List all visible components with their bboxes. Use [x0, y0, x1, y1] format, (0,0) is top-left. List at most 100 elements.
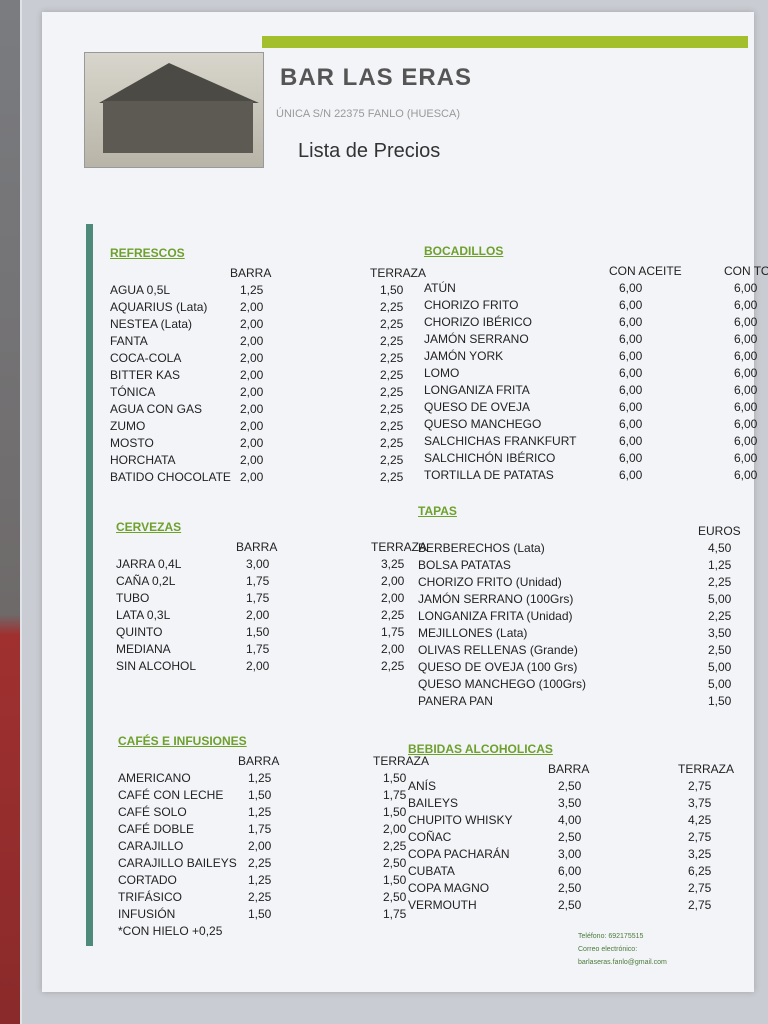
item-name: CORTADO [118, 873, 177, 887]
price-1: 2,00 [240, 300, 264, 314]
side-bar [86, 224, 93, 946]
column-header: BARRA [238, 754, 280, 768]
menu-item: *CON HIELO +0,25 [118, 924, 443, 941]
item-name: AMERICANO [118, 771, 191, 785]
price-1: 6,00 [619, 349, 643, 363]
price-2: 2,75 [688, 830, 712, 844]
price-2: 2,75 [688, 898, 712, 912]
item-name: CHORIZO FRITO (Unidad) [418, 575, 562, 589]
menu-sheet [42, 12, 754, 992]
section-title: REFRESCOS [110, 246, 185, 260]
item-name: CHUPITO WHISKY [408, 813, 513, 827]
stone-house-picture [84, 52, 264, 168]
price-2: 2,00 [381, 642, 405, 656]
price-1: 3,00 [246, 557, 270, 571]
item-name: CHORIZO FRITO [424, 298, 519, 312]
item-name: MEDIANA [116, 642, 171, 656]
price-2: 2,75 [688, 881, 712, 895]
menu-item: BOLSA PATATAS 1,25 [418, 558, 768, 575]
menu-item: CHUPITO WHISKY 4,00 4,25 [408, 813, 748, 830]
price-1: 2,50 [558, 779, 582, 793]
item-name: CUBATA [408, 864, 455, 878]
item-name: SIN ALCOHOL [116, 659, 197, 673]
price-2: 6,00 [734, 400, 758, 414]
item-name: AGUA CON GAS [110, 402, 203, 416]
menu-item: AGUA CON GAS 2,00 2,25 [110, 402, 440, 419]
price-2: 6,00 [734, 434, 758, 448]
price-1: 2,25 [248, 890, 272, 904]
price-2: 2,00 [381, 574, 405, 588]
item-name: TORTILLA DE PATATAS [424, 468, 554, 482]
item-name: INFUSIÓN [118, 907, 176, 921]
menu-item: LONGANIZA FRITA 6,00 6,00 [424, 383, 768, 400]
column-header: TERRAZA [373, 754, 430, 768]
item-name: JAMÓN SERRANO [424, 332, 529, 346]
menu-item: SALCHICHAS FRANKFURT 6,00 6,00 [424, 434, 768, 451]
section-title: TAPAS [418, 504, 457, 518]
menu-item: ATÚN 6,00 6,00 [424, 281, 768, 298]
price-1: 3,50 [558, 796, 582, 810]
menu-item: QUINTO 1,50 1,75 [116, 625, 441, 642]
item-name: QUESO DE OVEJA [424, 400, 531, 414]
menu-item: ANÍS 2,50 2,75 [408, 779, 748, 796]
price-2: 1,50 [380, 283, 404, 297]
price-2: 2,25 [708, 575, 732, 589]
menu-item: JAMÓN SERRANO (100Grs) 5,00 [418, 592, 768, 609]
price-2: 2,25 [380, 453, 404, 467]
menu-item: TRIFÁSICO 2,25 2,50 [118, 890, 443, 907]
column-header: BARRA [230, 266, 272, 280]
price-2: 1,75 [383, 788, 407, 802]
item-name: BOLSA PATATAS [418, 558, 511, 572]
menu-item: CAFÉ CON LECHE 1,50 1,75 [118, 788, 443, 805]
menu-item: BAILEYS 3,50 3,75 [408, 796, 748, 813]
price-1: 2,50 [558, 881, 582, 895]
price-2: 2,25 [380, 470, 404, 484]
price-2: 1,75 [381, 625, 405, 639]
menu-item: MEJILLONES (Lata) 3,50 [418, 626, 768, 643]
price-2: 2,25 [383, 839, 407, 853]
menu-item: NESTEA (Lata) 2,00 2,25 [110, 317, 440, 334]
column-header: CON ACEITE [609, 264, 682, 278]
price-2: 3,75 [688, 796, 712, 810]
accent-bar [262, 36, 748, 48]
price-2: 4,25 [688, 813, 712, 827]
item-name: JARRA 0,4L [116, 557, 182, 571]
section-title: CERVEZAS [116, 520, 182, 534]
price-1: 1,25 [248, 805, 272, 819]
item-name: JAMÓN SERRANO (100Grs) [418, 592, 574, 606]
price-2: 5,00 [708, 660, 732, 674]
item-name: BITTER KAS [110, 368, 181, 382]
bar-name: BAR LAS ERAS [280, 64, 473, 91]
price-1: 2,00 [240, 402, 264, 416]
price-2: 3,50 [708, 626, 732, 640]
menu-item: CUBATA 6,00 6,25 [408, 864, 748, 881]
price-2: 2,25 [380, 317, 404, 331]
menu-item: CHORIZO FRITO 6,00 6,00 [424, 298, 768, 315]
section-title: BEBIDAS ALCOHOLICAS [408, 742, 553, 756]
menu-item: MEDIANA 1,75 2,00 [116, 642, 441, 659]
price-2: 1,50 [708, 694, 732, 708]
price-2: 2,25 [380, 419, 404, 433]
item-name: COÑAC [408, 830, 452, 844]
price-1: 1,50 [246, 625, 270, 639]
menu-item: SALCHICHÓN IBÉRICO 6,00 6,00 [424, 451, 768, 468]
item-name: LATA 0,3L [116, 608, 171, 622]
price-1: 2,25 [248, 856, 272, 870]
section-title: CAFÉS E INFUSIONES [118, 734, 247, 748]
item-name: QUESO MANCHEGO (100Grs) [418, 677, 587, 691]
item-name: QUESO DE OVEJA (100 Grs) [418, 660, 578, 674]
menu-item: MOSTO 2,00 2,25 [110, 436, 440, 453]
price-1: 2,00 [240, 368, 264, 382]
phone: Teléfono: 692175515 [578, 933, 644, 940]
price-1: 6,00 [619, 400, 643, 414]
item-name: QUESO MANCHEGO [424, 417, 542, 431]
price-2: 1,50 [383, 771, 407, 785]
price-1: 2,50 [558, 898, 582, 912]
section-tapas: TAPAS EUROS BERBERECHOS (Lata) 4,50 BOLSA PA… [418, 504, 768, 711]
menu-item: AGUA 0,5L 1,25 1,50 [110, 283, 440, 300]
price-2: 2,00 [381, 591, 405, 605]
price-1: 6,00 [619, 366, 643, 380]
item-name: *CON HIELO +0,25 [118, 924, 223, 938]
price-2: 1,50 [383, 805, 407, 819]
section-bocadillos: BOCADILLOS CON ACEITE CON TOMATE ATÚN 6,00 6,… [424, 244, 768, 485]
